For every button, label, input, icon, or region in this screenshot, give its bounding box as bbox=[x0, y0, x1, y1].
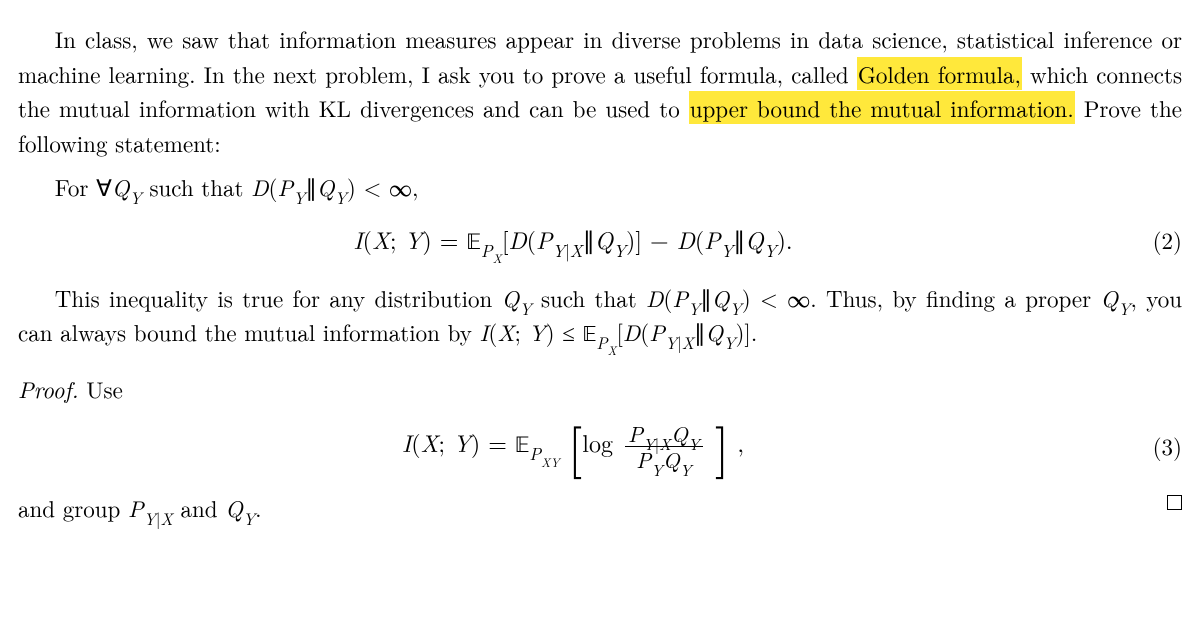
equation-3-block: I(X; Y) = 𝔼PXY [log PY|XQY PYQY ] , (3) bbox=[18, 422, 1182, 471]
proof-use: Use bbox=[79, 372, 123, 405]
qed-box-icon bbox=[1167, 495, 1182, 510]
equation-2: I(X; Y) = 𝔼PX[D(PY|X∥QY)] − D(PY∥QY). bbox=[18, 221, 1128, 261]
exp-qy2: Q bbox=[1101, 281, 1119, 314]
highlight-upper-bound: upper bound the mutual information. bbox=[689, 91, 1075, 124]
exp-qy: Q bbox=[502, 281, 520, 314]
closing-math: PY|X and QY. bbox=[128, 491, 262, 524]
condition-math: ∀QY such that D(PY∥QY) < ∞, bbox=[96, 170, 418, 203]
explanation-paragraph: This inequality is true for any distribu… bbox=[18, 281, 1182, 354]
equation-3: I(X; Y) = 𝔼PXY [log PY|XQY PYQY ] , bbox=[18, 422, 1128, 471]
intro-paragraph: In class, we saw that information measur… bbox=[18, 22, 1182, 160]
proof-label: Proof. bbox=[18, 372, 79, 405]
condition-line: For ∀QY such that D(PY∥QY) < ∞, bbox=[18, 170, 1182, 205]
exp-t2: such that bbox=[532, 281, 646, 314]
exp-t1: This inequality is true for any distribu… bbox=[55, 281, 502, 314]
equation-2-block: I(X; Y) = 𝔼PX[D(PY|X∥QY)] − D(PY∥QY). (2… bbox=[18, 221, 1182, 261]
equation-3-number: (3) bbox=[1128, 429, 1182, 464]
exp-t3: . Thus, by finding a proper bbox=[810, 281, 1100, 314]
for-prefix: For bbox=[55, 170, 96, 203]
fraction: PY|XQY PYQY bbox=[625, 422, 703, 471]
proof-line: Proof. Use bbox=[18, 372, 1182, 407]
closing-line: and group PY|X and QY. bbox=[18, 491, 1182, 526]
exp-cond: D(PY∥QY) < ∞ bbox=[646, 281, 810, 314]
closing-text: and group bbox=[18, 491, 128, 524]
highlight-golden-formula: Golden formula, bbox=[857, 57, 1022, 90]
equation-2-number: (2) bbox=[1128, 223, 1182, 258]
